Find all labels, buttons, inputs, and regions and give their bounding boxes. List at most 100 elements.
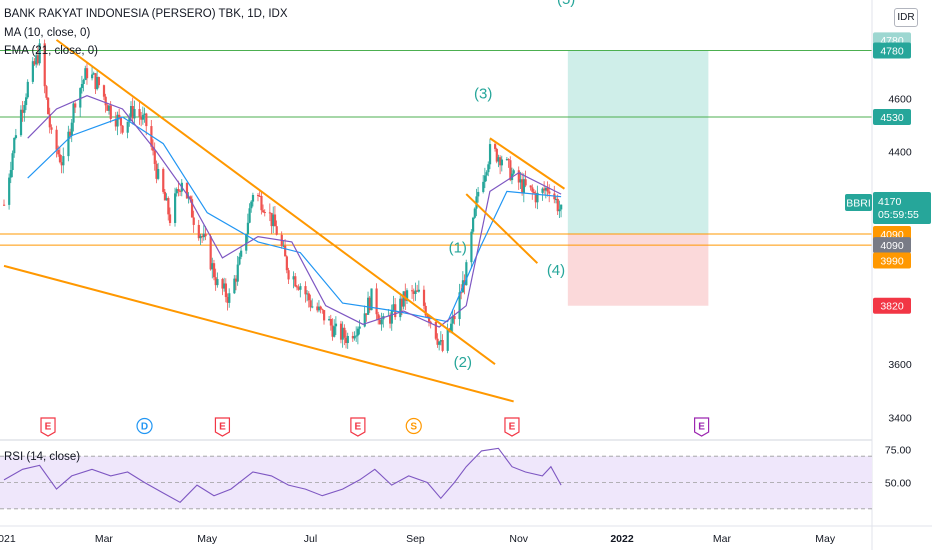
price-badge-3 — [873, 237, 911, 254]
x-tick-7: Mar — [713, 533, 732, 545]
candle-body — [48, 114, 51, 128]
candle-body — [55, 129, 58, 150]
event-marker-label-3: E — [355, 422, 362, 433]
event-marker-3[interactable] — [350, 417, 366, 437]
candle-body — [482, 181, 485, 192]
candle-body — [494, 144, 497, 149]
trendline-1 — [3, 264, 514, 403]
candle-body — [416, 290, 419, 292]
candle-body — [439, 340, 443, 342]
x-tick-8: May — [815, 533, 836, 545]
candle-body — [414, 290, 417, 294]
candle-body — [79, 88, 82, 108]
candle-body — [485, 172, 488, 176]
last-price-timer: 05:59:55 — [878, 209, 919, 221]
candle-body — [495, 148, 498, 162]
candle-body — [97, 77, 101, 86]
candle-body — [168, 214, 172, 223]
candle-body — [74, 103, 77, 108]
wave-label-0: (1) — [449, 240, 467, 257]
candle-body — [345, 337, 348, 344]
candle-body — [500, 159, 504, 166]
candle-body — [329, 319, 332, 326]
candle-body — [248, 208, 251, 223]
candle-body — [8, 177, 11, 205]
y-tick-4: 4600 — [888, 93, 912, 105]
rsi-legend[interactable]: RSI (14, close) — [4, 451, 81, 463]
x-tick-3: Jul — [304, 533, 317, 545]
candle-body — [238, 256, 241, 265]
event-marker-5[interactable] — [504, 417, 520, 437]
candle-body — [292, 276, 295, 280]
candle-body — [177, 189, 180, 192]
candle-body — [299, 286, 302, 290]
candle-body — [363, 313, 366, 327]
candle-body — [438, 341, 441, 345]
wave-label-3: (4) — [547, 262, 565, 279]
price-badge-5 — [873, 297, 911, 314]
candle-body — [145, 113, 148, 127]
candle-body — [155, 163, 158, 179]
candle-body — [82, 79, 85, 84]
candle-body — [285, 256, 288, 271]
candle-body — [346, 335, 349, 344]
ema-legend[interactable]: EMA (21, close, 0) — [4, 45, 98, 57]
candle-body — [451, 315, 454, 324]
candle-body — [522, 179, 526, 194]
candle-body — [11, 153, 14, 171]
candle-body — [84, 68, 87, 80]
candle-body — [13, 137, 16, 154]
candle-body — [475, 196, 478, 209]
candle-body — [47, 97, 50, 115]
candle-body — [104, 96, 107, 106]
candle-body — [358, 326, 361, 329]
trendline-2 — [465, 193, 539, 264]
candles — [3, 38, 563, 354]
candle-body — [138, 109, 141, 117]
candle-body — [262, 210, 265, 213]
candle-body — [60, 162, 63, 166]
event-marker-0[interactable] — [40, 417, 56, 437]
price-badge-0 — [873, 42, 911, 59]
currency-button[interactable]: IDR — [894, 8, 918, 27]
event-marker-1[interactable] — [136, 417, 153, 435]
candle-body — [367, 297, 370, 315]
candle-body — [402, 291, 405, 307]
candle-body — [129, 106, 133, 117]
ma-legend[interactable]: MA (10, close, 0) — [4, 27, 91, 39]
candle-body — [58, 154, 62, 163]
event-marker-2[interactable] — [214, 417, 231, 437]
candle-body — [223, 283, 226, 289]
candle-body — [107, 105, 111, 111]
candle-body — [116, 114, 119, 127]
candle-body — [426, 315, 429, 317]
candle-body — [157, 168, 160, 179]
price-badge-label-0: 4780 — [880, 46, 904, 58]
candle-body — [45, 86, 48, 98]
candle-body — [212, 263, 216, 278]
candle-body — [295, 286, 299, 288]
candle-body — [23, 105, 26, 113]
event-marker-label-5: E — [509, 422, 516, 433]
event-marker-4[interactable] — [405, 417, 422, 435]
x-tick-0: 2021 — [0, 533, 16, 545]
candle-body — [400, 298, 404, 307]
candle-body — [128, 116, 131, 122]
event-marker-6[interactable] — [694, 417, 710, 437]
candle-body — [126, 121, 129, 133]
candle-body — [341, 327, 344, 340]
candle-body — [446, 328, 449, 351]
candle-body — [140, 116, 143, 120]
candle-body — [311, 306, 314, 308]
candle-body — [507, 159, 510, 161]
last-price-value: 4170 — [878, 196, 902, 208]
candle-body — [57, 149, 60, 155]
candle-body — [536, 192, 539, 203]
candle-body — [31, 61, 34, 82]
candle-body — [152, 146, 155, 151]
candle-body — [133, 109, 136, 119]
candle-body — [417, 289, 421, 292]
candle-body — [102, 85, 106, 97]
candle-body — [221, 279, 224, 289]
